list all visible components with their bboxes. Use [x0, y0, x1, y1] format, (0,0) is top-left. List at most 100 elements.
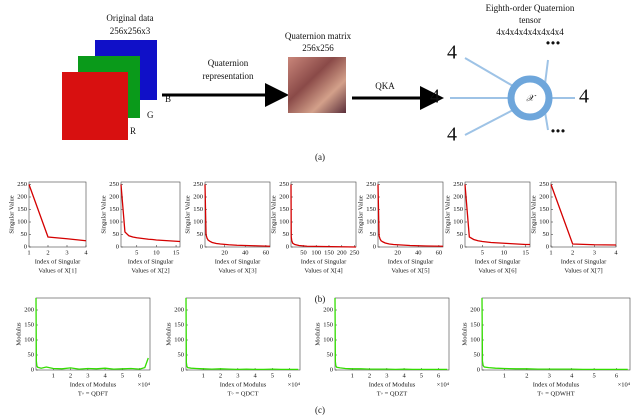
- y-tick-label: 100: [453, 218, 463, 225]
- y-tick-label: 200: [279, 193, 289, 200]
- y-tick-label: 100: [17, 218, 27, 225]
- tensor-title: tensor: [519, 15, 541, 25]
- plot-frame: [550, 181, 617, 248]
- x-multiplier: ×10⁴: [618, 381, 631, 388]
- y-tick-label: 100: [24, 336, 34, 343]
- red-channel: [62, 72, 128, 140]
- x-tick-label: 10: [153, 249, 160, 256]
- tensor-edges: [450, 57, 575, 136]
- y-tick-label: 50: [543, 231, 550, 238]
- x-tick-label: 1: [27, 249, 30, 256]
- x-axis-label: Index of Singular: [388, 258, 434, 265]
- arrow-label: representation: [203, 71, 254, 81]
- y-tick-label: 150: [174, 321, 184, 328]
- x-tick-label: 2: [368, 372, 371, 379]
- x-axis-label: T◦ = QDWHT: [537, 390, 574, 397]
- x-multiplier: ×10⁴: [437, 381, 450, 388]
- x-tick-label: 2: [525, 372, 528, 379]
- x-tick-label: 1: [351, 372, 354, 379]
- x-tick-label: 5: [481, 249, 484, 256]
- x-tick-label: 40: [242, 249, 249, 256]
- y-tick-label: 50: [21, 231, 28, 238]
- x-tick-label: 60: [263, 249, 270, 256]
- y-tick-label: 0: [330, 366, 333, 373]
- y-tick-label: 250: [17, 181, 27, 188]
- y-tick-label: 250: [279, 181, 289, 188]
- matrix-size: 256x256: [302, 43, 334, 53]
- x-tick-label: 5: [271, 372, 274, 379]
- x-tick-label: 15: [173, 249, 180, 256]
- x-axis-label: T◦ = QDFT: [78, 390, 108, 397]
- channel-g: G: [147, 110, 154, 120]
- dots: ...: [551, 116, 566, 138]
- y-tick-label: 100: [174, 336, 184, 343]
- y-tick-label: 150: [24, 321, 34, 328]
- y-tick-label: 200: [470, 306, 480, 313]
- x-tick-label: 5: [420, 372, 423, 379]
- y-tick-label: 250: [453, 181, 463, 188]
- y-tick-label: 100: [279, 218, 289, 225]
- x-tick-label: 2: [69, 372, 72, 379]
- x-tick-label: 60: [436, 249, 443, 256]
- dim-label: 4: [447, 124, 457, 146]
- y-tick-label: 150: [279, 206, 289, 213]
- y-axis-label: Singular Value: [444, 195, 451, 233]
- x-tick-label: 4: [103, 372, 107, 379]
- y-tick-label: 150: [323, 321, 333, 328]
- y-tick-label: 100: [109, 218, 119, 225]
- x-axis-label: T◦ = QDCT: [228, 390, 259, 397]
- x-tick-label: 4: [570, 372, 574, 379]
- y-tick-label: 200: [193, 193, 203, 200]
- x-tick-label: 10: [501, 249, 508, 256]
- dim-label: 4: [579, 86, 589, 108]
- y-tick-label: 250: [109, 181, 119, 188]
- x-tick-label: 100: [311, 249, 321, 256]
- x-tick-label: 250: [350, 249, 360, 256]
- plot-frame: [334, 297, 450, 371]
- y-axis-label: Modulus: [15, 322, 22, 346]
- y-tick-label: 200: [323, 306, 333, 313]
- dim-label: 4: [430, 86, 440, 108]
- plot-frame: [28, 181, 87, 248]
- x-axis-label: Values of X[4]: [304, 267, 342, 274]
- y-tick-label: 0: [477, 366, 480, 373]
- y-axis-label: Singular Value: [8, 195, 15, 233]
- y-tick-label: 50: [283, 231, 290, 238]
- x-multiplier: ×10⁴: [138, 381, 151, 388]
- plot-frame: [185, 297, 301, 371]
- x-tick-label: 6: [615, 372, 619, 379]
- x-tick-label: 3: [65, 249, 68, 256]
- data-line: [35, 297, 149, 370]
- x-axis-label: Values of X[2]: [131, 267, 169, 274]
- y-tick-label: 100: [366, 218, 376, 225]
- y-tick-label: 200: [453, 193, 463, 200]
- y-tick-label: 0: [546, 243, 549, 250]
- y-tick-label: 50: [178, 351, 185, 358]
- x-tick-label: 3: [236, 372, 239, 379]
- y-axis-label: Modulus: [165, 322, 172, 346]
- x-tick-label: 2: [46, 249, 49, 256]
- x-tick-label: 4: [84, 249, 88, 256]
- x-tick-label: 15: [522, 249, 529, 256]
- y-tick-label: 150: [109, 206, 119, 213]
- x-axis-label: Index of Modulus: [369, 381, 416, 388]
- data-line: [377, 184, 444, 247]
- x-axis-label: Index of Singular: [561, 258, 607, 265]
- x-tick-label: 50: [300, 249, 307, 256]
- x-tick-label: 6: [138, 372, 142, 379]
- x-tick-label: 3: [548, 372, 551, 379]
- y-tick-label: 150: [17, 206, 27, 213]
- y-tick-label: 50: [327, 351, 334, 358]
- y-tick-label: 0: [460, 243, 463, 250]
- x-axis-label: Index of Modulus: [220, 381, 267, 388]
- dim-label: 4: [447, 42, 457, 64]
- x-tick-label: 1: [52, 372, 55, 379]
- y-tick-label: 0: [116, 243, 119, 250]
- x-tick-label: 3: [593, 249, 596, 256]
- data-line: [481, 297, 628, 371]
- y-axis-label: Singular Value: [100, 195, 107, 233]
- panel-a: Original data 256x256x3 B G R Quaternion…: [62, 3, 589, 146]
- x-axis-label: Values of X[7]: [564, 267, 602, 274]
- y-tick-label: 200: [174, 306, 184, 313]
- x-tick-label: 150: [324, 249, 334, 256]
